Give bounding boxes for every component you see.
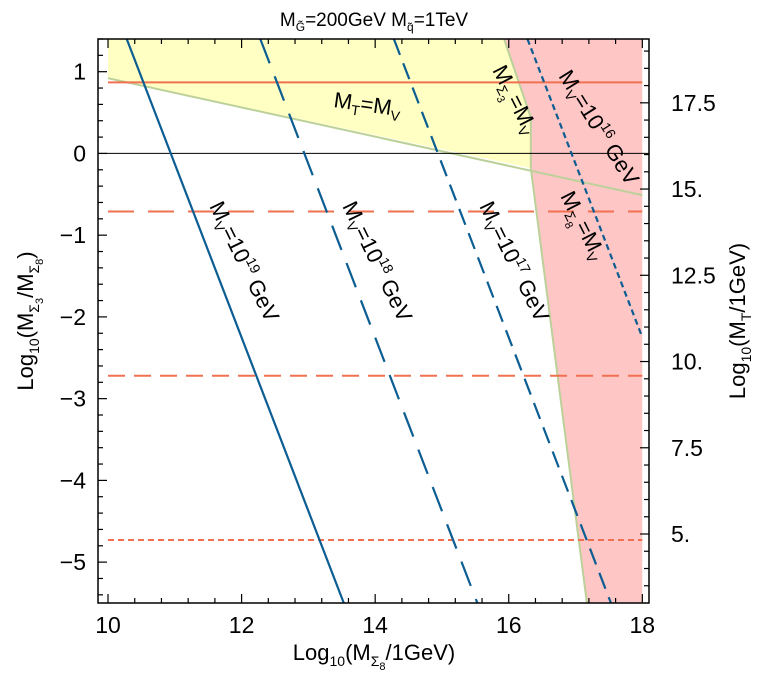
y2-tick-label: 10. xyxy=(671,349,703,375)
mt-horizontal-lines xyxy=(108,81,643,542)
y-tick-label: −1 xyxy=(60,222,86,248)
x-tick-label: 14 xyxy=(362,612,388,638)
y-axis-label: Log10(MΣ3/MΣ8) xyxy=(13,251,46,390)
y-tick-label: 0 xyxy=(73,140,86,166)
series-line-mv xyxy=(392,38,612,604)
x-axis-label: Log10(MΣ8/1GeV) xyxy=(293,640,455,673)
x-tick-label: 16 xyxy=(496,612,522,638)
y-tick-label: 1 xyxy=(73,59,86,85)
plot-frame xyxy=(97,38,650,604)
annotation-mt-equals-mv: MT=MV xyxy=(332,87,403,124)
y-tick-label: −3 xyxy=(60,386,86,412)
y-tick-label: −5 xyxy=(60,549,86,575)
annotation-mv-1e19: MV=1019 GeV xyxy=(202,196,286,327)
mv-series-lines xyxy=(125,38,644,604)
region-boundaries xyxy=(107,38,643,604)
annotation-mv-1e18: MV=1018 GeV xyxy=(335,196,419,327)
x-tick-label: 18 xyxy=(630,612,656,638)
y2-tick-label: 15. xyxy=(671,176,703,202)
series-line-mv xyxy=(526,38,644,338)
region-pink xyxy=(504,39,643,603)
series-line-mv xyxy=(259,38,479,604)
y-tick-label: −4 xyxy=(60,467,86,493)
y2-tick-label: 12.5 xyxy=(671,262,716,288)
shaded-regions xyxy=(108,39,643,603)
series-line-mv xyxy=(125,38,345,604)
boundary-line xyxy=(503,38,532,118)
boundary-line xyxy=(529,167,588,604)
y-tick-label: −2 xyxy=(60,304,86,330)
chart-title: MG̃=200GeV Mq̃=1TeV xyxy=(280,10,469,34)
y2-tick-label: 5. xyxy=(671,521,690,547)
x-tick-label: 10 xyxy=(95,612,121,638)
region-yellow xyxy=(108,39,531,169)
boundary-line xyxy=(107,77,643,197)
y2-axis-label: Log10(MT/1GeV) xyxy=(725,243,754,399)
axis-ticks xyxy=(98,38,649,603)
y2-tick-label: 7.5 xyxy=(671,435,703,461)
y2-tick-label: 17.5 xyxy=(671,90,716,116)
axis-tick-labels: 10 12 14 16 1810−1−2−3−4−55.7.510.12.515.17.… xyxy=(60,59,716,638)
x-tick-label: 12 xyxy=(229,612,255,638)
